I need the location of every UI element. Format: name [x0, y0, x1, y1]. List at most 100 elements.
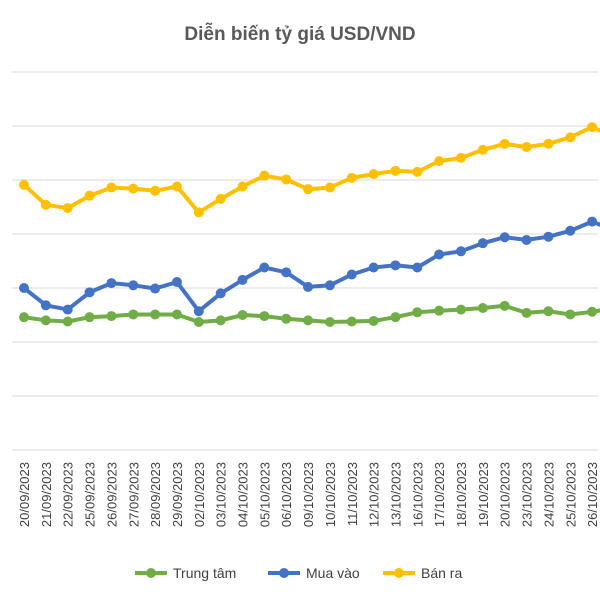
x-tick-label: 19/10/2023 — [476, 462, 491, 527]
x-tick-label: 02/10/2023 — [192, 462, 207, 527]
data-point — [19, 179, 29, 190]
series-line-1 — [22, 219, 600, 314]
data-point — [19, 312, 29, 323]
data-point — [456, 246, 466, 257]
data-point — [368, 315, 379, 326]
data-point — [281, 174, 292, 185]
data-point — [84, 312, 95, 323]
data-point — [324, 280, 335, 291]
data-point — [521, 234, 532, 245]
data-point — [390, 165, 401, 176]
data-point — [128, 280, 139, 291]
data-point — [565, 225, 576, 236]
x-tick-label: 25/10/2023 — [563, 462, 578, 527]
data-point — [587, 122, 598, 133]
data-point — [106, 278, 117, 289]
x-tick-label: 20/10/2023 — [498, 462, 513, 527]
data-point — [84, 287, 95, 298]
data-point — [346, 269, 357, 280]
data-point — [237, 181, 248, 192]
legend-label: Mua vào — [306, 565, 360, 581]
data-point — [346, 172, 357, 183]
x-tick-label: 18/10/2023 — [454, 462, 469, 527]
data-point — [477, 238, 488, 249]
data-point — [84, 190, 95, 201]
data-point — [543, 231, 554, 242]
gridlines — [12, 71, 598, 451]
x-tick-label: 23/10/2023 — [520, 462, 535, 527]
data-point — [456, 152, 466, 163]
data-point — [259, 170, 270, 181]
legend-swatch-marker — [146, 568, 156, 578]
data-point — [412, 262, 423, 273]
x-tick-label: 26/09/2023 — [104, 462, 119, 527]
data-point — [281, 267, 292, 278]
legend: Trung tâm Mua vào Bán ra — [135, 565, 462, 581]
data-point — [259, 311, 270, 322]
data-point — [62, 203, 73, 214]
x-tick-label: 12/10/2023 — [367, 462, 382, 527]
data-point — [171, 309, 182, 320]
data-point — [324, 317, 335, 328]
x-tick-label: 05/10/2023 — [257, 462, 272, 527]
x-tick-label: 29/09/2023 — [170, 462, 185, 527]
data-point — [193, 207, 204, 218]
series-points — [19, 122, 598, 328]
data-point — [499, 138, 510, 149]
data-point — [499, 300, 510, 311]
x-tick-label: 24/10/2023 — [541, 462, 556, 527]
x-tick-label: 27/09/2023 — [126, 462, 141, 527]
x-tick-label: 10/10/2023 — [323, 462, 338, 527]
x-axis-tick-labels: 20/09/2023 21/09/2023 22/09/2023 25/09/2023… — [17, 462, 600, 527]
data-point — [434, 249, 445, 260]
x-tick-label: 20/09/2023 — [17, 462, 32, 527]
legend-swatch-marker — [279, 568, 289, 578]
data-point — [150, 185, 161, 196]
data-point — [128, 309, 139, 320]
data-point — [412, 166, 423, 177]
x-tick-label: 21/09/2023 — [39, 462, 54, 527]
data-point — [237, 310, 248, 320]
data-point — [543, 306, 554, 317]
data-point — [40, 300, 51, 311]
data-point — [62, 316, 73, 327]
series-line-2 — [22, 125, 600, 215]
data-point — [150, 309, 161, 320]
data-point — [390, 312, 401, 323]
legend-label: Bán ra — [421, 565, 462, 581]
data-point — [106, 311, 117, 322]
data-point — [215, 288, 226, 299]
data-point — [477, 302, 488, 313]
data-point — [19, 283, 29, 293]
data-point — [543, 138, 554, 149]
data-point — [587, 216, 598, 227]
x-tick-label: 28/09/2023 — [148, 462, 163, 527]
data-point — [521, 142, 532, 153]
data-point — [390, 260, 401, 271]
data-point — [368, 262, 379, 273]
data-point — [412, 307, 423, 318]
data-point — [281, 313, 292, 324]
data-point — [434, 305, 445, 316]
data-point — [565, 309, 576, 320]
x-tick-label: 09/10/2023 — [301, 462, 316, 527]
x-tick-label: 17/10/2023 — [432, 462, 447, 527]
x-tick-label: 06/10/2023 — [279, 462, 294, 527]
x-tick-label: 16/10/2023 — [410, 462, 425, 527]
x-tick-label: 13/10/2023 — [388, 462, 403, 527]
data-point — [521, 307, 532, 318]
chart-title: Diễn biến tỷ giá USD/VND — [184, 23, 415, 45]
data-point — [106, 182, 117, 193]
data-point — [477, 144, 488, 155]
data-point — [456, 304, 466, 315]
data-point — [237, 274, 248, 285]
data-point — [587, 306, 598, 317]
series-lines — [22, 125, 600, 324]
data-point — [193, 317, 204, 328]
data-point — [565, 132, 576, 143]
data-point — [303, 315, 314, 326]
data-point — [150, 283, 161, 294]
series-line-0 — [22, 303, 600, 324]
data-point — [259, 262, 270, 273]
